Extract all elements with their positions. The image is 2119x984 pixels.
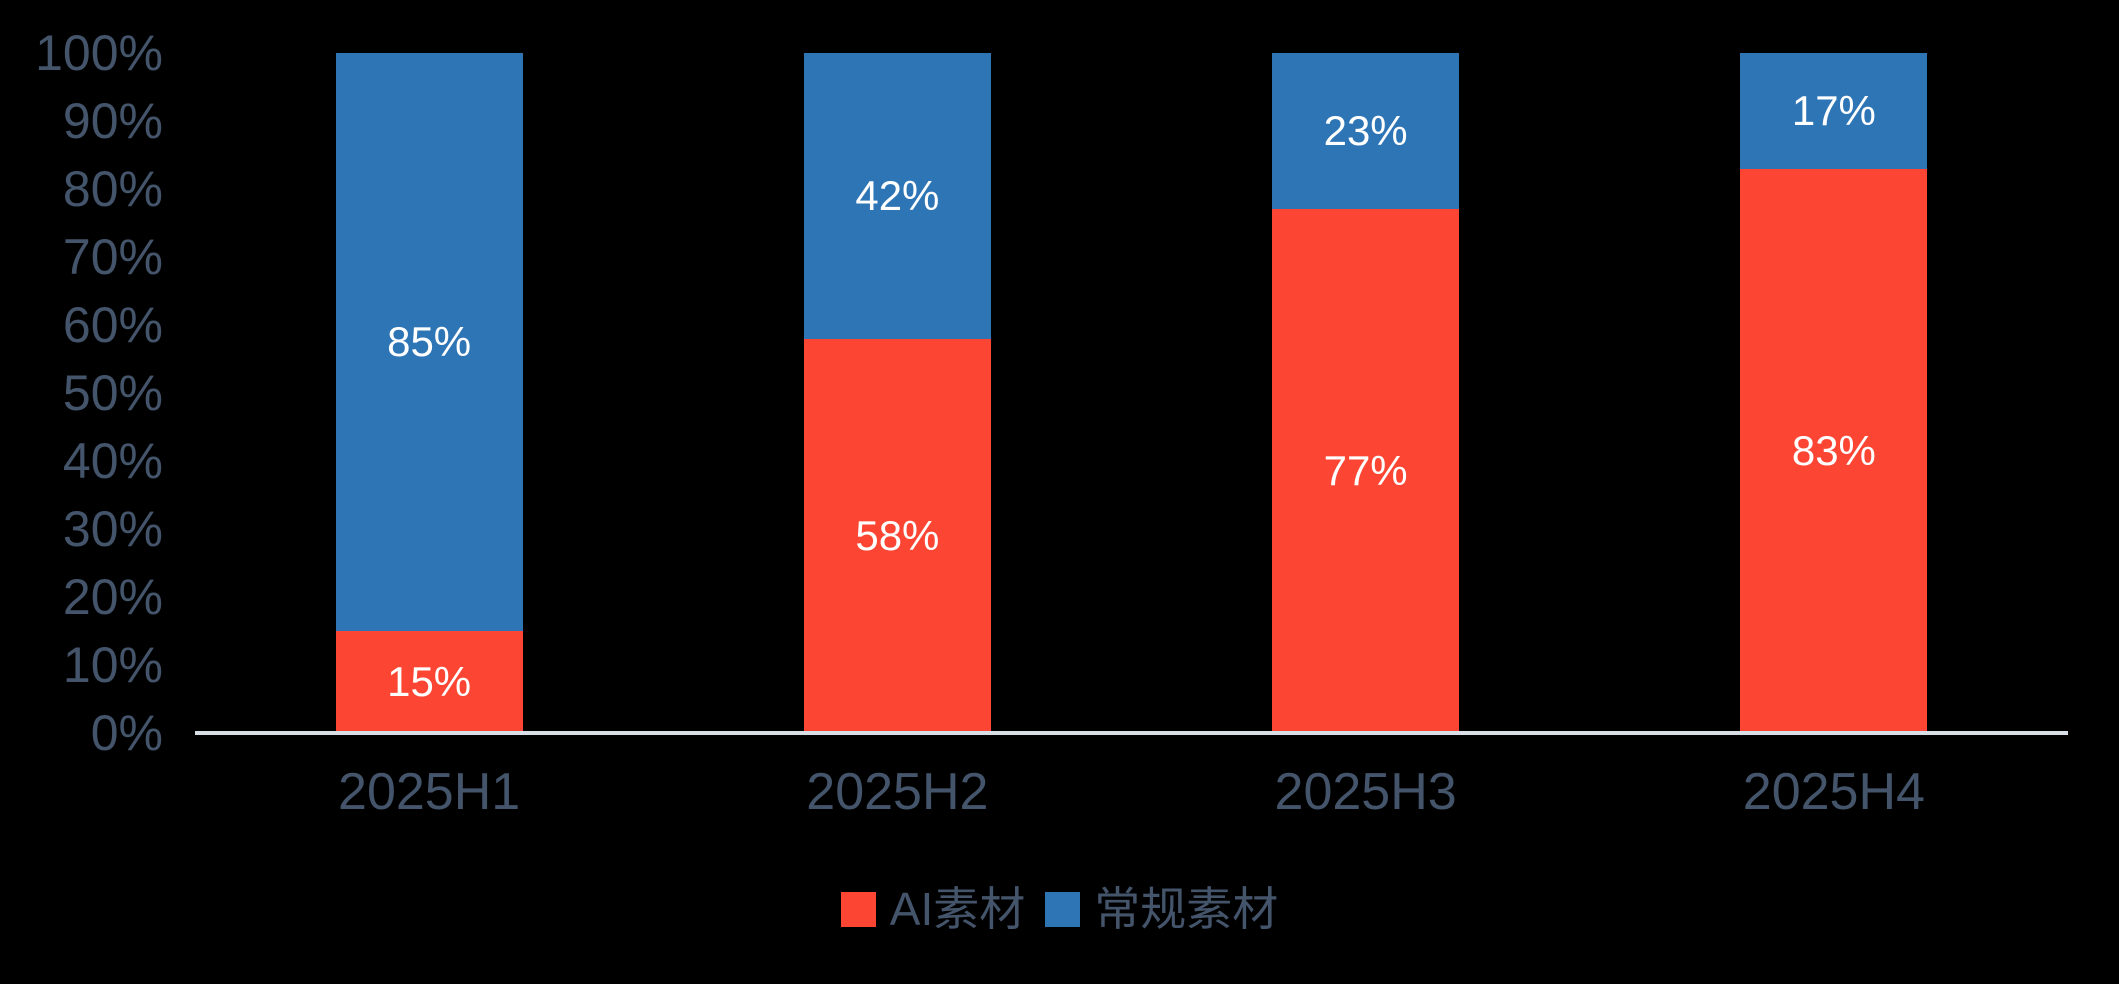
x-axis-category-label: 2025H2 [806, 763, 989, 821]
y-axis-tick-label: 90% [62, 93, 163, 149]
bar-segment-常规素材-2025H3: 23% [1272, 53, 1460, 210]
y-axis-tick-label: 40% [62, 433, 163, 489]
bar-2025H1: 85% 15% [335, 53, 523, 733]
x-axis-line [195, 731, 2068, 735]
legend-item-AI素材: AI素材 [840, 883, 1026, 935]
y-axis-tick-label: 0% [90, 705, 163, 761]
bar-value-label: 42% [855, 171, 940, 219]
bar-segment-常规素材-2025H4: 17% [1740, 53, 1928, 169]
bar-2025H3: 23% 77% [1272, 53, 1460, 733]
y-axis-tick-label: 80% [62, 161, 163, 217]
bar-segment-常规素材-2025H2: 42% [803, 53, 991, 339]
y-axis-tick-label: 70% [62, 229, 163, 285]
bar-segment-AI素材-2025H3: 77% [1272, 209, 1460, 733]
bar-segment-常规素材-2025H1: 85% [335, 53, 523, 631]
bar-segment-AI素材-2025H4: 83% [1740, 168, 1928, 733]
y-axis-tick-label: 50% [62, 365, 163, 421]
bar-2025H2: 42% 58% [803, 53, 991, 733]
x-axis-category-label: 2025H1 [338, 763, 521, 821]
bar-segment-AI素材-2025H2: 58% [803, 338, 991, 733]
y-axis-tick-label: 100% [35, 25, 163, 81]
legend-swatch-icon [1045, 891, 1081, 927]
x-axis-category-label: 2025H3 [1274, 763, 1457, 821]
y-axis-tick-label: 30% [62, 501, 163, 557]
bar-value-label: 83% [1791, 426, 1876, 474]
bar-value-label: 85% [387, 318, 472, 365]
bar-value-label: 17% [1791, 86, 1876, 134]
bar-value-label: 23% [1323, 107, 1408, 155]
bar-value-label: 58% [855, 511, 940, 559]
bar-value-label: 77% [1323, 447, 1408, 495]
bar-segment-AI素材-2025H1: 15% [335, 631, 523, 733]
y-axis-tick-label: 20% [62, 569, 163, 625]
x-axis-category-label: 2025H4 [1742, 763, 1925, 821]
legend: AI素材 常规素材 [0, 886, 2119, 932]
bar-2025H4: 17% 83% [1740, 53, 1928, 733]
bar-value-label: 15% [387, 658, 472, 705]
legend-label: AI素材 [889, 883, 1026, 935]
y-axis-tick-label: 60% [62, 297, 163, 353]
legend-swatch-icon [840, 891, 876, 927]
legend-label: 常规素材 [1094, 883, 1279, 935]
legend-item-常规素材: 常规素材 [1045, 886, 1278, 932]
y-axis-tick-label: 10% [62, 637, 163, 693]
